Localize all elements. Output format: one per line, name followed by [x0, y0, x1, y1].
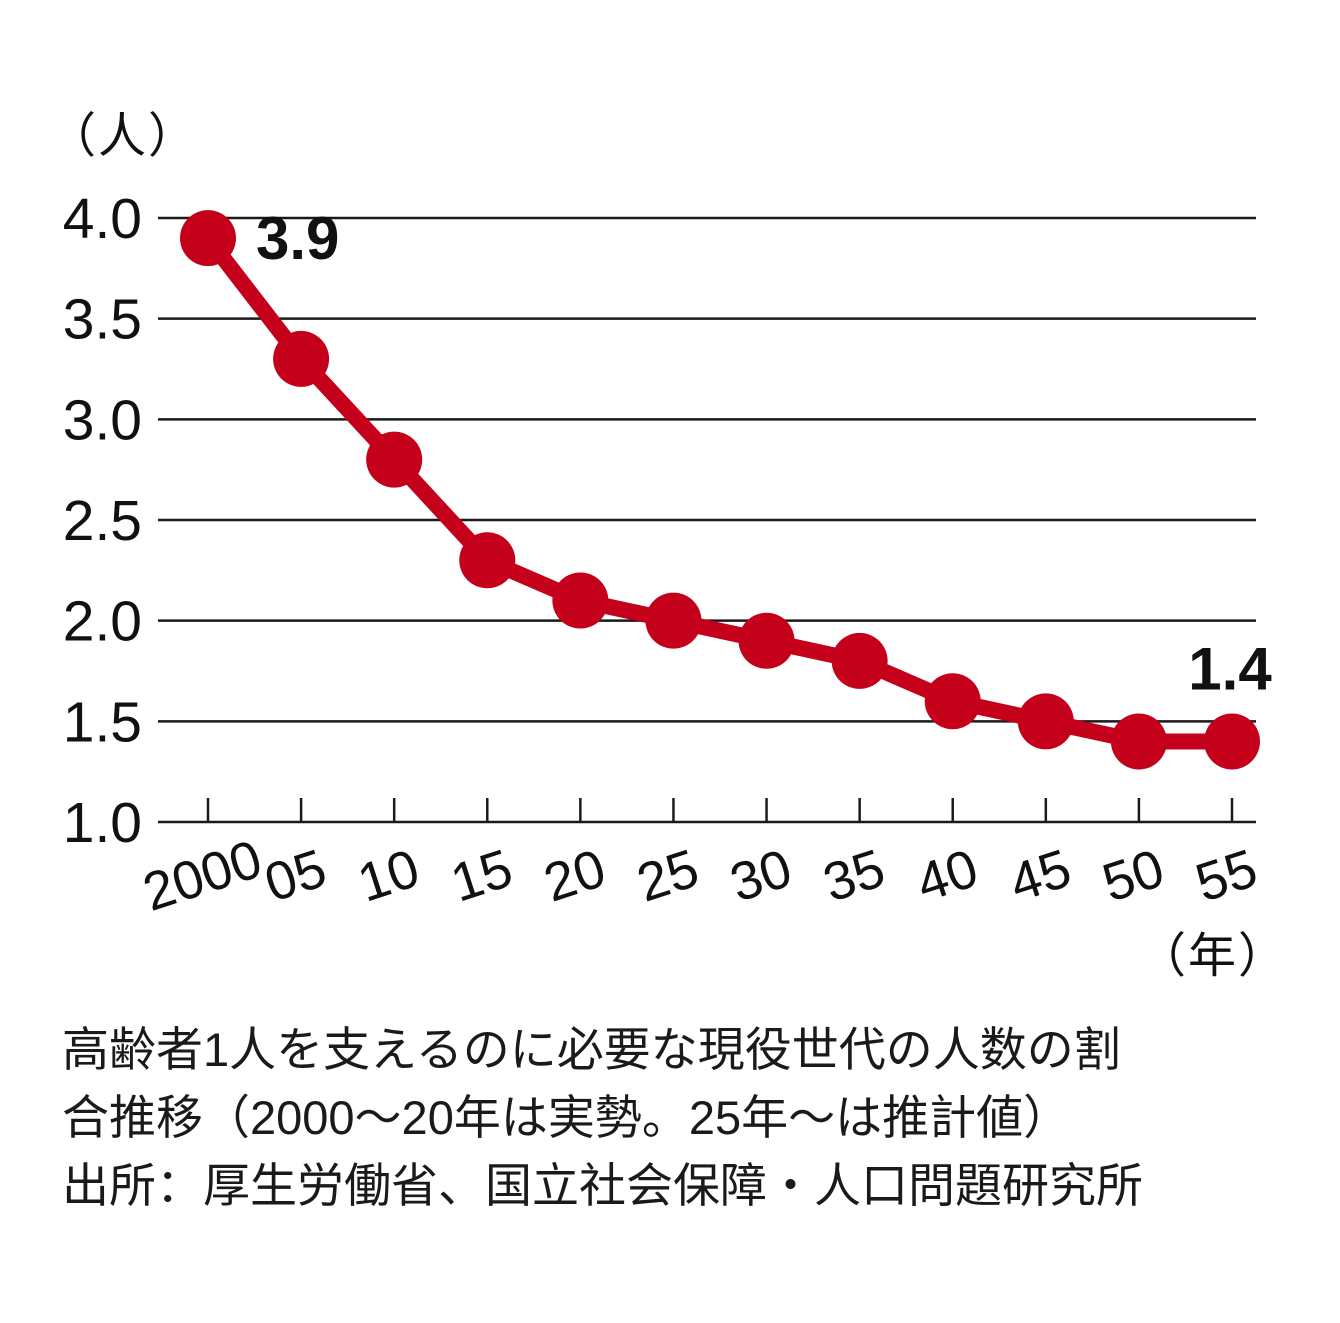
data-point [180, 210, 236, 267]
y-axis-label: 1.0 [63, 791, 142, 855]
y-axis-unit-label: （人） [48, 110, 199, 163]
x-axis-label: 40 [909, 838, 985, 914]
series-line [200, 230, 1240, 750]
y-axis-label: 3.5 [63, 288, 142, 352]
data-point [552, 572, 609, 629]
x-axis-label: 10 [351, 838, 427, 914]
data-point [1110, 713, 1167, 770]
y-axis-label: 3.0 [63, 388, 142, 452]
x-axis-label: 45 [1002, 838, 1078, 914]
x-axis-label: 55 [1189, 838, 1265, 914]
data-point [273, 330, 330, 387]
data-point [459, 532, 516, 589]
x-axis-label: 30 [723, 838, 799, 914]
x-axis-label: 25 [630, 838, 706, 914]
data-point [645, 592, 702, 649]
caption-line-2: 合推移（2000〜20年は実勢。25年〜は推計値） [62, 1091, 1071, 1144]
x-axis-label: 20 [537, 838, 613, 914]
data-point [366, 431, 423, 488]
data-point [924, 673, 981, 730]
x-axis-unit-label: （年） [1137, 930, 1288, 983]
x-axis-label: 15 [444, 838, 520, 914]
x-axis-label: 50 [1096, 838, 1172, 914]
data-point [1017, 693, 1074, 750]
data-point [1204, 713, 1260, 770]
x-axis-label: 2000 [136, 829, 269, 923]
last-value-label: 1.4 [1188, 635, 1272, 702]
chart-caption: 高齢者1人を支えるのに必要な現役世代の人数の割 合推移（2000〜20年は実勢。… [62, 1016, 1143, 1220]
first-value-label: 3.9 [256, 205, 339, 272]
data-point [831, 632, 888, 689]
data-point [738, 612, 795, 669]
y-axis-label: 2.5 [63, 489, 142, 553]
caption-line-1: 高齢者1人を支えるのに必要な現役世代の人数の割 [62, 1023, 1121, 1076]
caption-line-3: 出所：厚生労働省、国立社会保障・人口問題研究所 [62, 1159, 1143, 1212]
x-axis-label: 05 [258, 838, 334, 914]
y-axis-label: 1.5 [63, 690, 142, 754]
y-axis-label: 2.0 [63, 590, 142, 654]
x-axis-label: 35 [816, 838, 892, 914]
y-axis-label: 4.0 [63, 187, 142, 251]
